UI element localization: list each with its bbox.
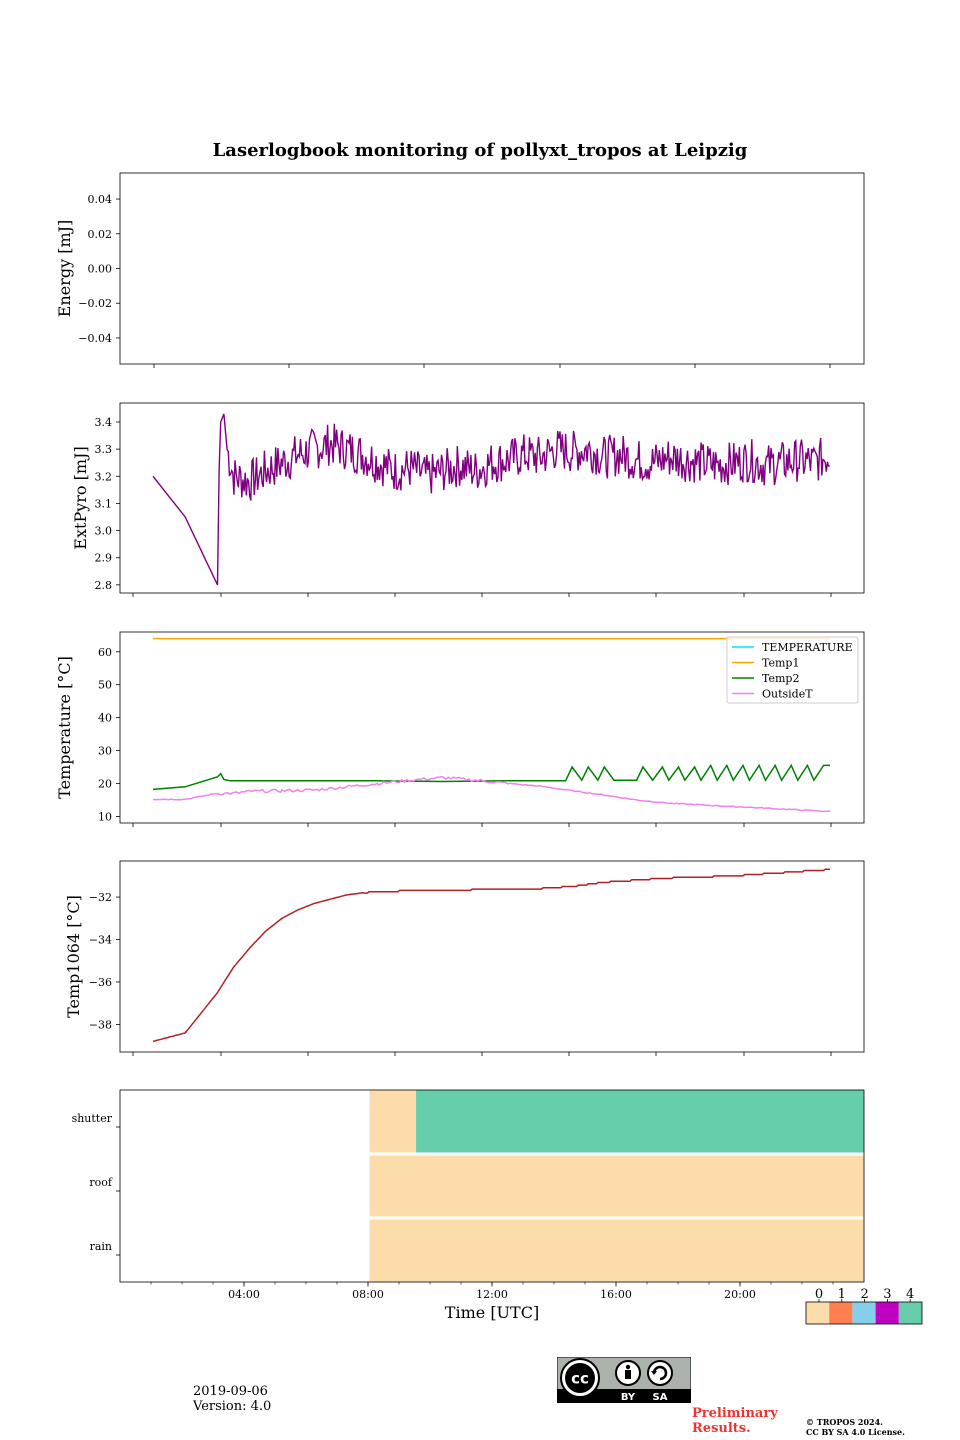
row-label-rain: rain: [90, 1240, 112, 1253]
colorbar-frame: [805, 1301, 923, 1325]
legend-label-outsidet: OutsideT: [762, 688, 813, 701]
x-axis-label: Time [UTC]: [445, 1303, 539, 1322]
y-tick-label: 40: [98, 712, 112, 725]
colorbar-swatch: [806, 1302, 830, 1324]
license-by-label: BY: [621, 1392, 636, 1403]
y-tick-label: 2.8: [95, 579, 113, 592]
colorbar-swatch: [898, 1302, 922, 1324]
colorbar-swatch: [875, 1302, 899, 1324]
copyright-line-2: CC BY SA 4.0 License.: [806, 1427, 905, 1437]
footer-date-version: 2019-09-06 Version: 4.0: [193, 1384, 271, 1414]
colorbar-label: 4: [906, 1287, 914, 1302]
y-tick-label: 50: [98, 679, 112, 692]
legend: TEMPERATURE Temp1 Temp2 OutsideT: [726, 636, 859, 704]
cc-by-sa-license-icon: cc BY SA: [557, 1357, 691, 1403]
status-cell-shutter: [416, 1090, 864, 1153]
colorbar-label: 1: [838, 1287, 846, 1302]
y-tick-label: −0.02: [78, 297, 112, 310]
y-tick-label: 10: [98, 810, 112, 823]
status-cell-rain: [369, 1219, 864, 1282]
y-axis-label: Temp1064 [°C]: [64, 895, 83, 1018]
row-label-shutter: shutter: [72, 1112, 113, 1125]
panel-1: 0.04 0.02 0.00 −0.02 −0.04 Energy [mJ]: [55, 172, 865, 368]
panel-2: 3.4 3.3 3.2 3.1 3.0 2.9 2.8 ExtPyro [mJ]: [71, 402, 865, 597]
preliminary-line-1: Preliminary: [692, 1406, 778, 1421]
preliminary-line-2: Results.: [692, 1421, 751, 1436]
copyright-note: © TROPOS 2024. CC BY SA 4.0 License.: [806, 1417, 905, 1437]
x-tick-label: 12:00: [476, 1288, 508, 1301]
svg-text:cc: cc: [571, 1370, 589, 1388]
y-axis-label: Energy [mJ]: [55, 220, 74, 318]
colorbar-label: 2: [860, 1287, 868, 1302]
legend-label-temp2: Temp2: [762, 672, 799, 685]
x-tick-label: 08:00: [352, 1288, 384, 1301]
y-tick-label: 3.0: [95, 525, 113, 538]
chart-title: Laserlogbook monitoring of pollyxt_tropo…: [212, 140, 748, 161]
y-tick-label: 60: [98, 646, 112, 659]
y-tick-label: −34: [89, 934, 112, 947]
copyright-line-1: © TROPOS 2024.: [806, 1417, 883, 1427]
series-line-temp1064: [152, 868, 831, 1043]
y-tick-label: 3.4: [95, 416, 113, 429]
status-panel: shutter roof rain 04:00 08:00 12:00 16:00 20:00…: [72, 1089, 923, 1325]
colorbar-label: 3: [883, 1287, 891, 1302]
x-tick-label: 20:00: [724, 1288, 756, 1301]
y-tick-label: 0.02: [88, 228, 113, 241]
panel-frame: [119, 631, 865, 824]
y-axis-label: ExtPyro [mJ]: [71, 446, 90, 549]
y-tick-label: 0.00: [88, 263, 113, 276]
legend-label-temp1: Temp1: [762, 657, 799, 670]
footer-date: 2019-09-06: [193, 1384, 268, 1399]
x-tick-label: 04:00: [228, 1288, 260, 1301]
y-tick-label: −0.04: [78, 332, 112, 345]
status-cell-roof: [369, 1155, 864, 1217]
y-tick-label: 20: [98, 777, 112, 790]
colorbar-swatch: [852, 1302, 876, 1324]
colorbar-label: 0: [815, 1287, 823, 1302]
y-tick-label: 3.2: [95, 470, 113, 483]
series-line-extpyro: [152, 413, 830, 586]
row-label-roof: roof: [89, 1176, 113, 1189]
footer-version: Version: 4.0: [193, 1399, 272, 1414]
y-tick-label: −36: [89, 976, 112, 989]
preliminary-results-note: Preliminary Results.: [692, 1406, 778, 1436]
x-tick-label: 16:00: [600, 1288, 632, 1301]
status-cell-shutter: [369, 1090, 417, 1153]
y-axis-label: Temperature [°C]: [55, 656, 74, 799]
colorbar-swatch: [829, 1302, 853, 1324]
y-tick-label: −32: [89, 891, 112, 904]
y-tick-label: 30: [98, 745, 112, 758]
panel-4: −32 −34 −36 −38 Temp1064 [°C]: [64, 860, 865, 1056]
series-line-outsidet: [153, 776, 831, 813]
panel-frame: [119, 172, 865, 365]
y-tick-label: 2.9: [95, 552, 113, 565]
y-tick-label: −38: [89, 1018, 112, 1031]
panel-frame: [119, 402, 865, 594]
series-line-temp2: [152, 763, 830, 791]
license-sa-label: SA: [653, 1392, 668, 1403]
legend-box: [726, 636, 859, 704]
y-tick-label: 3.1: [95, 497, 113, 510]
y-tick-label: 3.3: [95, 443, 113, 456]
legend-label-temperature: TEMPERATURE: [762, 641, 853, 654]
panel-frame: [119, 860, 865, 1053]
y-tick-label: 0.04: [88, 193, 113, 206]
